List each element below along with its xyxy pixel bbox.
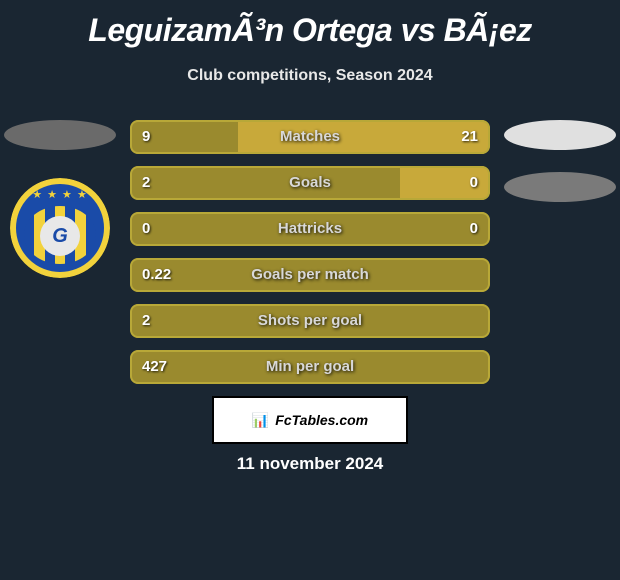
player2-placeholder-ellipse-1 xyxy=(504,120,616,150)
page-title: LeguizamÃ³n Ortega vs BÃ¡ez xyxy=(0,0,620,49)
player1-team-logo: ★ ★ ★ ★ G xyxy=(10,178,110,278)
stat-row: 0.22Goals per match xyxy=(130,258,490,292)
stat-label: Hattricks xyxy=(130,212,490,246)
player2-column xyxy=(500,120,620,202)
stat-row: 921Matches xyxy=(130,120,490,154)
team-logo-letter: G xyxy=(40,216,80,256)
stat-row: 20Goals xyxy=(130,166,490,200)
stat-row: 427Min per goal xyxy=(130,350,490,384)
stat-label: Shots per goal xyxy=(130,304,490,338)
stat-row: 2Shots per goal xyxy=(130,304,490,338)
stat-label: Matches xyxy=(130,120,490,154)
stat-row: 00Hattricks xyxy=(130,212,490,246)
stat-label: Min per goal xyxy=(130,350,490,384)
page-subtitle: Club competitions, Season 2024 xyxy=(0,67,620,85)
comparison-bars: 921Matches 20Goals 00Hattricks 0.22Goals pe… xyxy=(130,120,490,396)
team-logo-stars: ★ ★ ★ ★ xyxy=(10,188,110,201)
player1-column: ★ ★ ★ ★ G xyxy=(0,120,120,278)
stat-label: Goals per match xyxy=(130,258,490,292)
footer-brand-badge: 📊 FcTables.com xyxy=(212,396,408,444)
player1-placeholder-ellipse xyxy=(4,120,116,150)
chart-icon: 📊 xyxy=(252,412,269,429)
player2-placeholder-ellipse-2 xyxy=(504,172,616,202)
stat-label: Goals xyxy=(130,166,490,200)
footer-brand-text: FcTables.com xyxy=(275,412,368,428)
footer-date: 11 november 2024 xyxy=(0,454,620,474)
